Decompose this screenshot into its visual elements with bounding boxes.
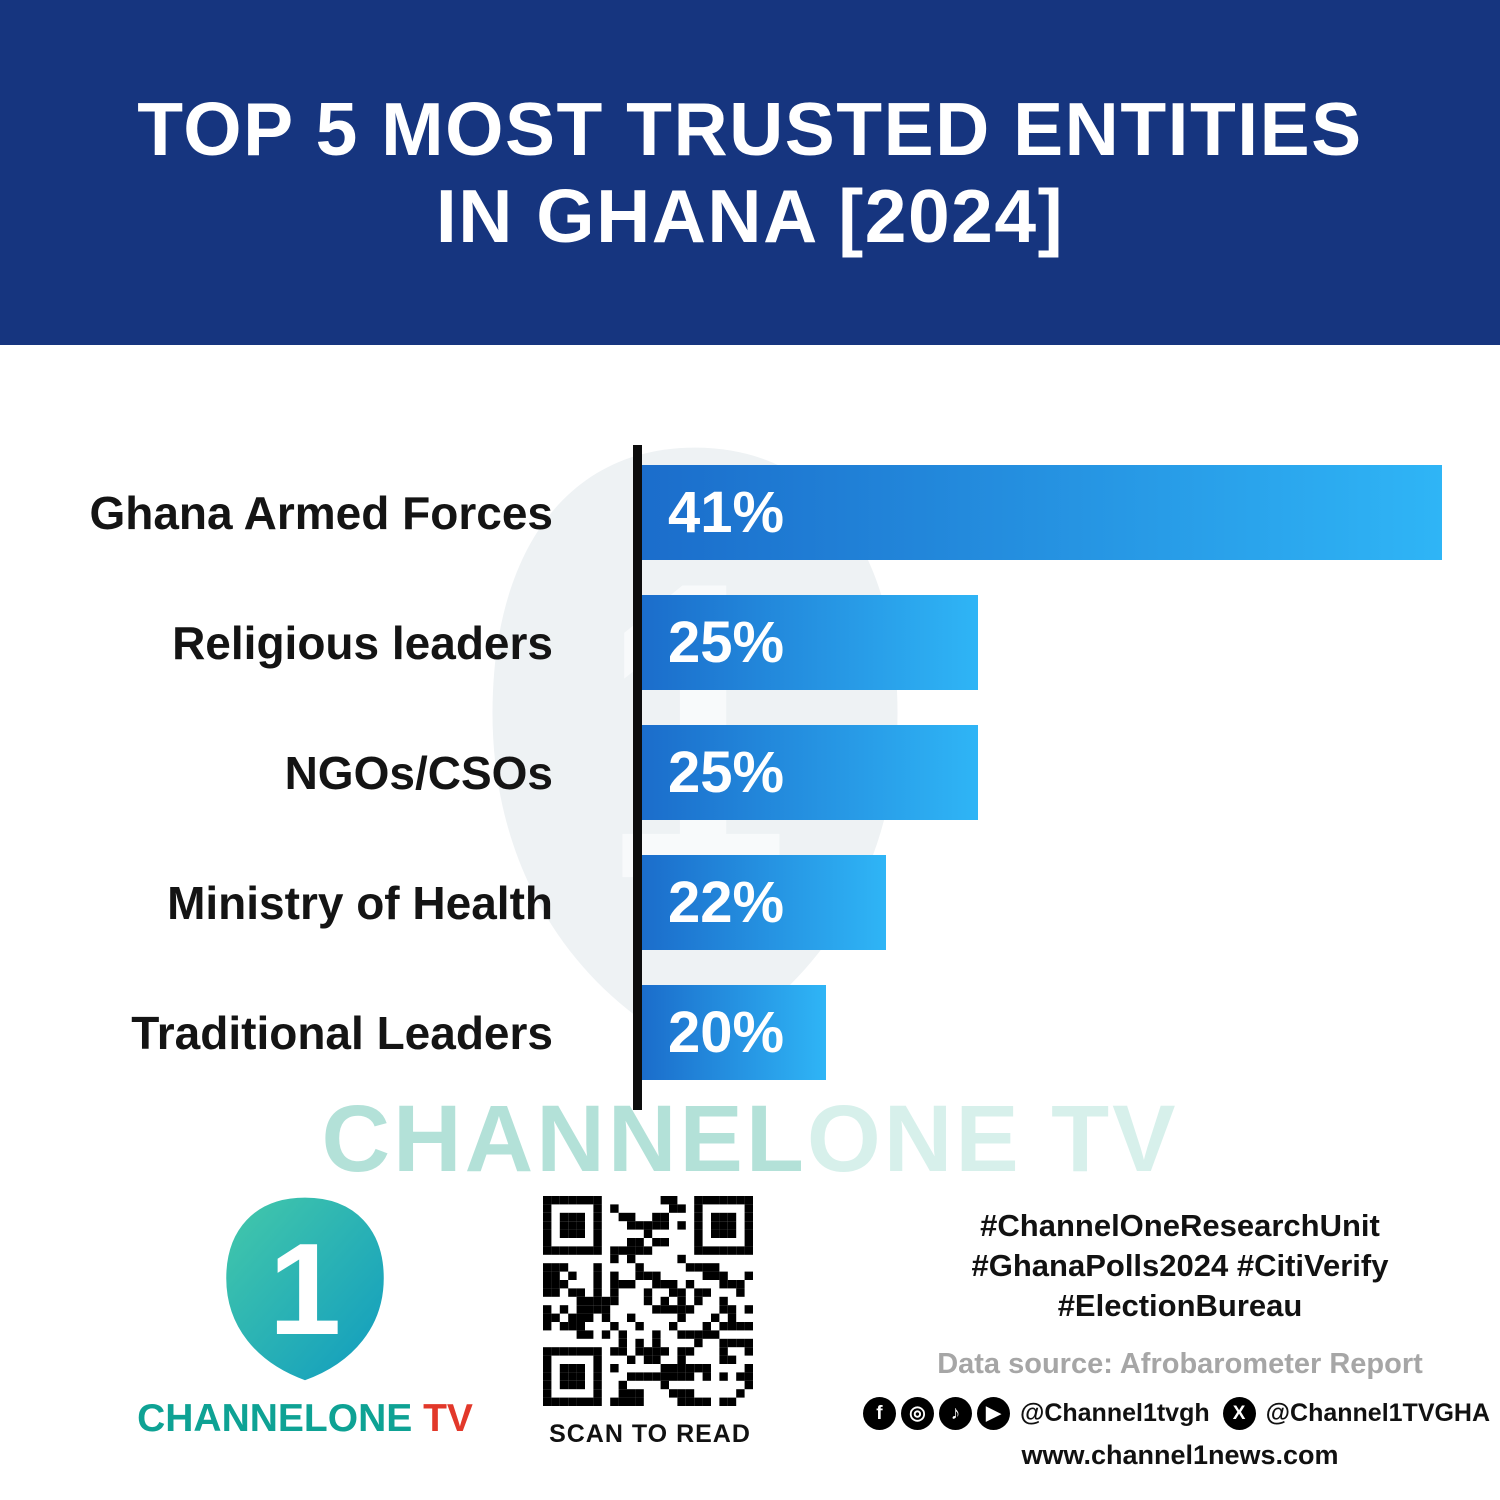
bar-chart: Ghana Armed Forces 41% Religious leaders 25… [0, 465, 1500, 1115]
facebook-icon: f [862, 1397, 896, 1430]
bar: 22% [642, 855, 886, 950]
youtube-icon: ▶ [976, 1397, 1010, 1430]
info-block: #ChannelOneResearchUnit #GhanaPolls2024 … [862, 1206, 1490, 1471]
social-icons: f ◎ ♪ ▶ [862, 1397, 1010, 1430]
brand-watermark-part1: CHANNEL [321, 1086, 807, 1192]
logo-text-tv: TV [412, 1397, 473, 1440]
category-label: Ministry of Health [167, 876, 553, 929]
chart-row: Traditional Leaders 20% [0, 985, 1500, 1080]
data-source-text: Data source: Afrobarometer Report [937, 1348, 1423, 1380]
value-label: 25% [668, 610, 785, 675]
bar: 20% [642, 985, 826, 1080]
qr-block: SCAN TO READ [543, 1196, 757, 1449]
brand-watermark-part2: ONE TV [806, 1086, 1179, 1192]
category-label: NGOs/CSOs [284, 746, 553, 799]
chart-axis [633, 445, 642, 1110]
hashtag-line-1: #ChannelOneResearchUnit [980, 1208, 1380, 1243]
hashtag-line-2: #GhanaPolls2024 #CitiVerify [971, 1248, 1389, 1283]
category-label: Religious leaders [172, 616, 553, 669]
qr-code [543, 1196, 753, 1406]
chart-row: Ghana Armed Forces 41% [0, 465, 1500, 560]
header-banner: TOP 5 MOST TRUSTED ENTITIES IN GHANA [20… [0, 0, 1500, 345]
social-handle-1: @Channel1tvgh [1019, 1399, 1210, 1427]
brand-watermark: CHANNELONE TV [0, 1085, 1500, 1194]
channel-one-logo: 1 CHANNELONE TV [130, 1190, 480, 1441]
bar: 25% [642, 725, 978, 820]
x-twitter-icon: X [1222, 1397, 1256, 1430]
qr-label: SCAN TO READ [549, 1420, 751, 1448]
hashtag-line-3: #ElectionBureau [1057, 1288, 1303, 1323]
tiktok-icon: ♪ [938, 1397, 972, 1430]
chart-row: Ministry of Health 22% [0, 855, 1500, 950]
channel-one-logo-icon: 1 [221, 1193, 389, 1385]
chart-row: Religious leaders 25% [0, 595, 1500, 690]
logo-text-channelone: CHANNELONE [137, 1397, 413, 1440]
instagram-icon: ◎ [900, 1397, 934, 1430]
page-title-line-1: TOP 5 MOST TRUSTED ENTITIES [137, 87, 1363, 172]
bar: 41% [642, 465, 1442, 560]
value-label: 22% [668, 870, 785, 935]
social-handle-2: @Channel1TVGHA [1265, 1399, 1491, 1427]
value-label: 25% [668, 740, 785, 805]
category-label: Ghana Armed Forces [89, 486, 553, 539]
value-label: 41% [668, 480, 785, 545]
bar-chart-rows: Ghana Armed Forces 41% Religious leaders 25… [0, 465, 1500, 1080]
footer: 1 CHANNELONE TV SCAN TO READ #ChannelOne… [0, 1180, 1500, 1500]
value-label: 20% [668, 1000, 785, 1065]
bar: 25% [642, 595, 978, 690]
page-title-line-2: IN GHANA [2024] [435, 173, 1065, 258]
website-url: www.channel1news.com [1021, 1440, 1339, 1470]
chart-row: NGOs/CSOs 25% [0, 725, 1500, 820]
category-label: Traditional Leaders [131, 1006, 553, 1059]
social-row: f ◎ ♪ ▶ @Channel1tvgh X @Channel1TVGHA [862, 1397, 1490, 1430]
logo-wordmark: CHANNELONE TV [130, 1397, 480, 1441]
logo-digit: 1 [269, 1216, 342, 1362]
